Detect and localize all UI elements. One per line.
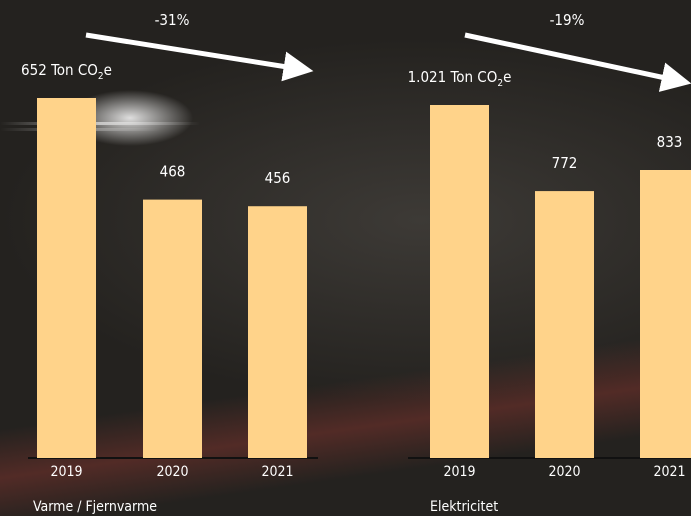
bar-value-unit-label: 652 Ton CO2e (21, 61, 112, 82)
trend-arrow (464, 32, 691, 92)
x-tick-label: 2021 (261, 464, 293, 480)
bar (535, 191, 594, 459)
bar-value-label: 772 (552, 154, 578, 172)
bar-value-unit-label: 1.021 Ton CO2e (408, 68, 512, 89)
bar (143, 199, 202, 458)
bar (640, 169, 691, 458)
x-tick-label: 2019 (50, 464, 82, 480)
bar (37, 98, 96, 458)
bar-value-label: 456 (265, 169, 291, 187)
group-label: Varme / Fjernvarme (33, 499, 157, 515)
change-percent-label: -19% (550, 11, 585, 29)
x-tick-label: 2021 (653, 464, 685, 480)
x-tick-label: 2020 (156, 464, 188, 480)
change-percent-label: -31% (155, 11, 190, 29)
trend-arrow (85, 32, 314, 82)
bar (430, 105, 489, 458)
light-streak (0, 122, 200, 125)
chart-panel-electricity: 1.021 Ton CO2e 2019 772 2020 833 2021 Elektric… (408, 11, 691, 515)
bar (248, 206, 307, 458)
bar-value-label: 833 (657, 133, 683, 151)
group-label: Elektricitet (430, 499, 498, 515)
x-tick-label: 2019 (443, 464, 475, 480)
bar-value-label: 468 (160, 163, 186, 181)
x-tick-label: 2020 (548, 464, 580, 480)
chart-panel-heating: 652 Ton CO2e 2019 468 2020 456 2021 Varme / Fj… (21, 11, 318, 515)
